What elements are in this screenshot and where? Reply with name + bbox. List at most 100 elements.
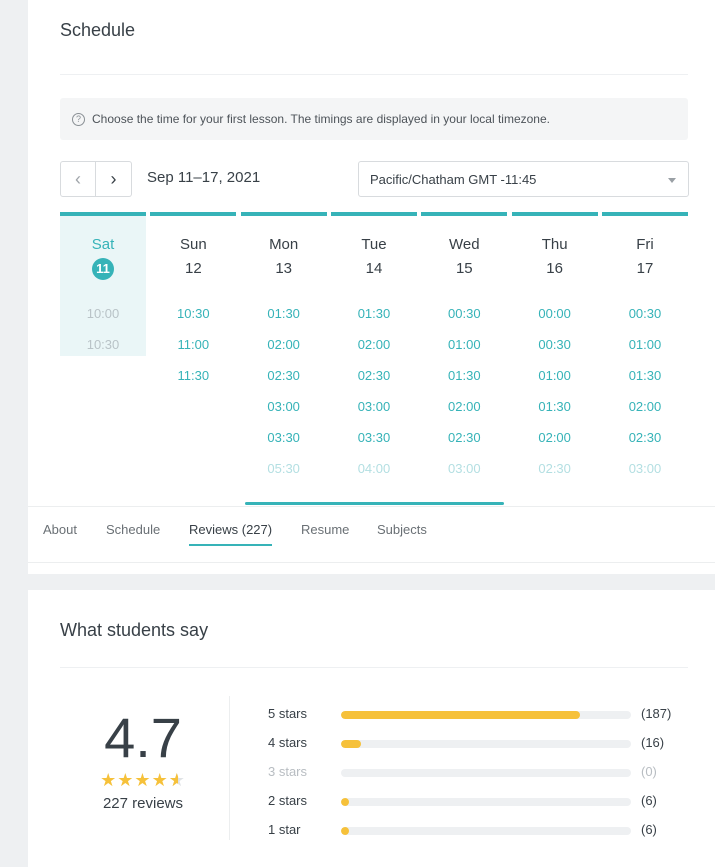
rating-breakdown: 5 stars (187) 4 stars (16) 3 stars (0) 2 stars…: [268, 706, 688, 851]
tab-subjects[interactable]: Subjects: [377, 522, 427, 537]
time-slot[interactable]: 02:30: [448, 430, 481, 445]
time-slot[interactable]: 03:00: [448, 461, 481, 476]
time-slot[interactable]: 11:00: [177, 337, 210, 352]
day-column-wed: Wed 15 00:30 01:00 01:30 02:00 02:30 03:00: [421, 212, 508, 484]
time-slot[interactable]: 02:00: [448, 399, 481, 414]
rating-bar-track: [341, 769, 631, 777]
rating-bar-track: [341, 711, 631, 719]
time-slot[interactable]: 03:00: [267, 399, 300, 414]
day-number-text: 12: [184, 260, 202, 277]
time-slot[interactable]: 03:30: [357, 430, 391, 445]
rating-label: 5 stars: [268, 706, 308, 721]
day-column-sun: Sun 12 10:30 11:00 11:30: [150, 212, 237, 482]
time-slot[interactable]: 00:30: [538, 337, 571, 352]
time-slot[interactable]: 02:00: [267, 337, 300, 352]
time-slot[interactable]: 01:00: [538, 368, 571, 383]
day-number: 14: [331, 258, 417, 280]
date-range-label: Sep 11–17, 2021: [147, 169, 261, 186]
reviews-card: What students say 4.7 ★★★★★ 227 reviews …: [28, 590, 715, 867]
day-number: 15: [421, 258, 507, 280]
day-availability-bar: [330, 212, 417, 216]
divider: [28, 562, 715, 563]
time-slot[interactable]: 01:30: [628, 368, 662, 383]
time-slot[interactable]: 02:00: [628, 399, 662, 414]
time-slot[interactable]: 11:30: [177, 368, 210, 383]
rating-label: 2 stars: [268, 793, 308, 808]
tab-about[interactable]: About: [43, 522, 77, 537]
rating-row[interactable]: 1 star (6): [268, 822, 688, 851]
time-slots: 00:00 00:30 01:00 01:30 02:00 02:30: [512, 298, 598, 484]
timezone-value: Pacific/Chatham GMT -11:45: [370, 171, 537, 187]
time-slot[interactable]: 02:30: [267, 368, 300, 383]
time-slots: 00:30 01:00 01:30 02:00 02:30 03:00: [421, 298, 507, 484]
rating-bar-track: [341, 740, 631, 748]
time-slot[interactable]: 02:00: [357, 337, 391, 352]
day-number: 13: [241, 258, 327, 280]
time-slot[interactable]: 01:30: [267, 306, 300, 321]
timezone-select[interactable]: Pacific/Chatham GMT -11:45: [358, 161, 689, 197]
vertical-divider: [229, 696, 230, 840]
time-slot[interactable]: 02:30: [538, 461, 571, 476]
time-slots: 01:30 02:00 02:30 03:00 03:30 04:00: [331, 298, 417, 484]
info-text: Choose the time for your first lesson. T…: [92, 112, 550, 126]
time-slots: 00:30 01:00 01:30 02:00 02:30 03:00: [602, 298, 688, 484]
time-slot[interactable]: 01:00: [628, 337, 662, 352]
day-column-tue: Tue 14 01:30 02:00 02:30 03:00 03:30 04:00: [330, 212, 417, 484]
time-slot[interactable]: 03:30: [267, 430, 300, 445]
week-calendar: Sat 11 10:00 10:30 Sun 12 10:30 11:00 11:30 Mon 13…: [60, 212, 688, 482]
prev-week-button[interactable]: ‹: [60, 161, 96, 197]
rating-count: (6): [641, 822, 657, 837]
day-number-text: 16: [546, 260, 563, 277]
rating-row[interactable]: 2 stars (6): [268, 793, 688, 822]
day-number-text: 15: [455, 260, 473, 277]
question-circle-icon: ?: [72, 112, 85, 126]
day-column-fri: Fri 17 00:30 01:00 01:30 02:00 02:30 03:00: [601, 212, 688, 484]
time-slot[interactable]: 01:00: [448, 337, 481, 352]
time-slot[interactable]: 03:00: [357, 399, 391, 414]
time-slot[interactable]: 01:30: [448, 368, 481, 383]
rating-bar-track: [341, 827, 631, 835]
day-number-text: 13: [275, 260, 292, 277]
day-name: Fri: [636, 236, 654, 253]
time-slot[interactable]: 04:00: [357, 461, 391, 476]
divider: [60, 667, 688, 668]
rating-row[interactable]: 4 stars (16): [268, 735, 688, 764]
day-availability-bar: [601, 212, 688, 216]
rating-row[interactable]: 5 stars (187): [268, 706, 688, 735]
rating-label: 4 stars: [268, 735, 308, 750]
rating-row[interactable]: 3 stars (0): [268, 764, 688, 793]
time-slot[interactable]: 01:30: [538, 399, 571, 414]
time-slot[interactable]: 03:00: [628, 461, 662, 476]
time-slot[interactable]: 10:30: [177, 306, 210, 321]
next-week-button[interactable]: ›: [96, 161, 132, 197]
rating-bar-track: [341, 798, 631, 806]
chevron-down-icon: [668, 178, 676, 183]
tab-resume[interactable]: Resume: [301, 522, 350, 537]
rating-label: 1 star: [268, 822, 301, 837]
day-availability-bar: [511, 212, 598, 216]
day-number: 17: [602, 258, 688, 280]
time-slot[interactable]: 05:30: [267, 461, 300, 476]
today-badge: 11: [92, 258, 114, 280]
star-rating: ★★★★★: [88, 770, 198, 791]
tab-reviews[interactable]: Reviews (227): [189, 522, 273, 546]
schedule-title: Schedule: [60, 20, 136, 40]
time-slot[interactable]: 00:30: [628, 306, 662, 321]
time-slot[interactable]: 02:30: [628, 430, 662, 445]
time-slots: 01:30 02:00 02:30 03:00 03:30 05:30: [241, 298, 327, 484]
review-count: 227 reviews: [102, 795, 184, 812]
time-slot[interactable]: 00:30: [448, 306, 481, 321]
tab-schedule[interactable]: Schedule: [106, 522, 161, 537]
timezone-info-banner: ? Choose the time for your first lesson.…: [60, 98, 688, 140]
schedule-card: Schedule ? Choose the time for your firs…: [28, 0, 715, 574]
day-name: Sun: [179, 236, 207, 253]
time-slot[interactable]: 02:00: [538, 430, 571, 445]
day-name: Sat: [91, 236, 115, 253]
time-slot[interactable]: 00:00: [538, 306, 571, 321]
day-number: 12: [150, 258, 236, 280]
average-rating: 4.7: [104, 706, 182, 769]
day-availability-bar: [421, 212, 508, 216]
time-slot: 10:30: [86, 337, 120, 352]
time-slot[interactable]: 01:30: [357, 306, 391, 321]
time-slot[interactable]: 02:30: [357, 368, 391, 383]
